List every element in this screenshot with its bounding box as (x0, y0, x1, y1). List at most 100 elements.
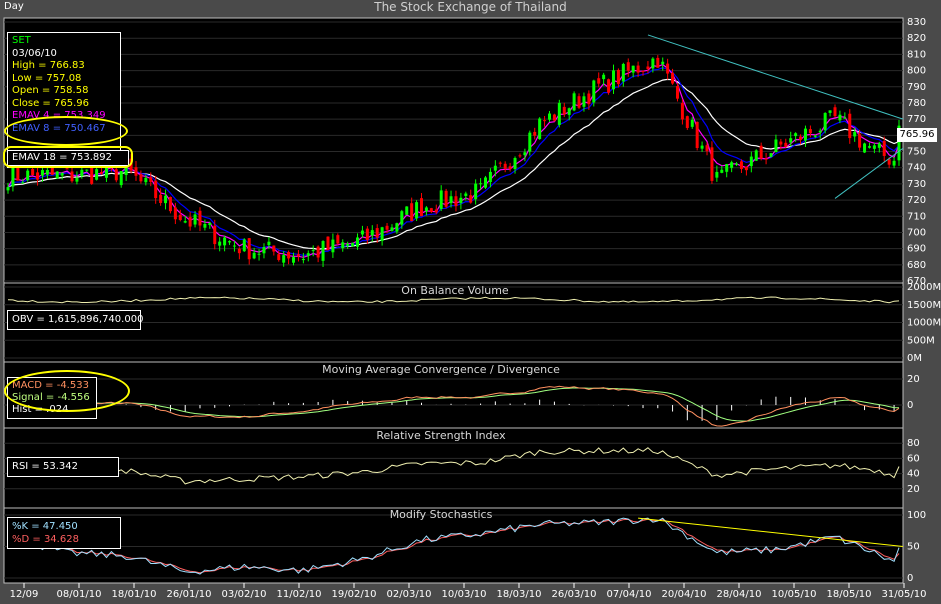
candle-down (671, 72, 675, 84)
candle-down (247, 238, 251, 260)
candle-up (341, 242, 345, 249)
candle-up (897, 125, 901, 161)
candle-up (360, 230, 364, 235)
low-label: Low = 757.08 (12, 72, 82, 84)
stoch-tick-label: 0 (907, 573, 913, 584)
candle-up (567, 108, 571, 115)
candle-down (533, 131, 537, 136)
candle-down (646, 66, 650, 70)
candle-up (720, 169, 724, 173)
candle-down (31, 169, 35, 176)
candle-down (858, 134, 862, 148)
chart-title: The Stock Exchange of Thailand (374, 0, 567, 14)
candle-down (65, 168, 69, 170)
obv-value-box: OBV = 1,615,896,740.000 (7, 310, 144, 330)
panel-macd (3, 361, 904, 429)
candle-up (26, 170, 30, 181)
candle-down (508, 166, 512, 170)
candle-up (789, 138, 793, 143)
macd-panel-title: Moving Average Convergence / Divergence (322, 363, 560, 376)
signal-label: Signal = -4.556 (12, 392, 90, 403)
price-tick-label: 700 (907, 227, 926, 238)
candle-down (178, 214, 182, 221)
candle-up (843, 117, 847, 119)
candle-down (365, 228, 369, 241)
candle-down (799, 136, 803, 140)
rsi-line (7, 447, 900, 485)
date-label: 26/01/10 (167, 589, 212, 600)
candle-down (784, 142, 788, 147)
candle-down (597, 78, 601, 84)
emav18-label: EMAV 18 = 753.892 (12, 152, 112, 163)
candle-up (306, 253, 310, 256)
candle-up (538, 118, 542, 140)
date-label: 28/04/10 (717, 589, 762, 600)
panel-price (3, 17, 904, 284)
date-label: 20/04/10 (662, 589, 707, 600)
rsi-value-box: RSI = 53.342 (7, 457, 119, 477)
candle-up (557, 102, 561, 125)
candle-down (429, 208, 433, 212)
candle-down (587, 93, 591, 105)
candle-down (759, 145, 763, 159)
candle-up (867, 146, 871, 148)
candle-up (104, 162, 108, 178)
candle-up (257, 253, 261, 255)
obv-panel-title: On Balance Volume (401, 284, 509, 297)
candle-up (292, 257, 296, 263)
candle-down (636, 65, 640, 73)
candle-down (444, 190, 448, 207)
stoch-k-line (7, 517, 900, 575)
candle-down (154, 180, 158, 199)
candle-up (853, 132, 857, 137)
candle-down (779, 141, 783, 145)
candle-down (114, 169, 118, 181)
date-label: 10/05/10 (772, 589, 817, 600)
candle-down (277, 254, 281, 260)
candle-up (228, 241, 232, 243)
candle-up (872, 145, 876, 149)
candle-down (503, 163, 507, 169)
rsi-panel-title: Relative Strength Index (376, 429, 506, 442)
candle-up (55, 171, 59, 179)
candle-down (385, 225, 389, 230)
date-label: 08/01/10 (57, 589, 102, 600)
candle-up (813, 135, 817, 137)
candle-up (119, 171, 123, 186)
candle-up (818, 130, 822, 133)
candle-down (237, 248, 241, 254)
emav18-box: EMAV 18 = 753.892 (7, 150, 129, 166)
candle-up (242, 239, 246, 252)
stoch-tick-label: 50 (907, 542, 920, 553)
price-tick-label: 710 (907, 211, 926, 222)
price-tick-label: 670 (907, 276, 926, 287)
candle-down (887, 159, 891, 165)
candle-down (296, 254, 300, 257)
obv-label: OBV = 1,615,896,740.000 (12, 314, 144, 325)
candle-down (656, 57, 660, 68)
price-tick-label: 770 (907, 114, 926, 125)
candle-up (523, 152, 527, 156)
candle-up (6, 187, 10, 191)
candle-up (730, 162, 734, 168)
support-trendline (834, 147, 904, 199)
candle-up (380, 227, 384, 241)
candle-up (346, 243, 350, 246)
candle-down (577, 96, 581, 108)
candle-up (144, 177, 148, 183)
candle-up (582, 96, 586, 107)
macd-tick-label: 0 (907, 400, 913, 411)
stoch-k-label: %K = 47.450 (12, 521, 78, 532)
candle-up (331, 239, 335, 253)
candle-up (794, 133, 798, 137)
symbol-label: SET (12, 35, 31, 46)
price-tick-label: 780 (907, 98, 926, 109)
date-label: 18/03/10 (497, 589, 542, 600)
rsi-tick-label: 80 (907, 438, 920, 449)
candle-up (474, 183, 478, 200)
price-tick-label: 680 (907, 260, 926, 271)
date-label: 19/02/10 (332, 589, 377, 600)
candle-down (16, 167, 20, 181)
macd-tick-label: 20 (907, 374, 920, 385)
